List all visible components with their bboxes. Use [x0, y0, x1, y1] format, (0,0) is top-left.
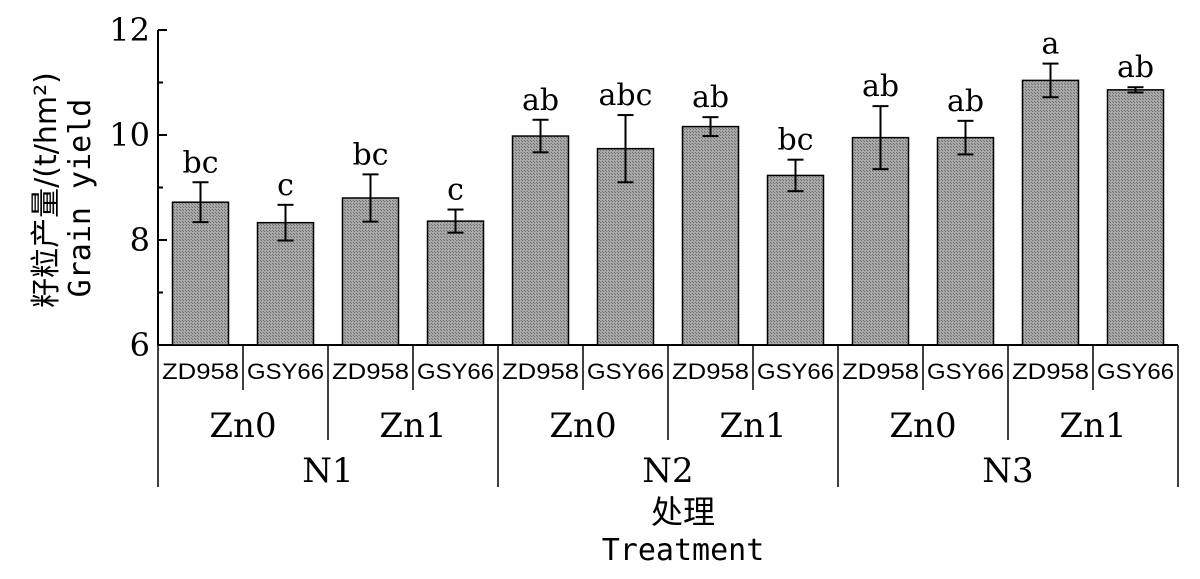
bar: [851, 136, 910, 346]
bars: bc c bc c ab abc ab bc ab ab a ab: [171, 27, 1165, 346]
category-label: GSY66: [1097, 359, 1174, 384]
significance-label: ab: [862, 69, 899, 104]
category-label: ZD958: [842, 359, 919, 384]
significance-label: ab: [947, 84, 984, 119]
significance-label: bc: [352, 137, 388, 172]
error-bar: [872, 105, 889, 171]
zn-group-label: Zn0: [209, 406, 276, 446]
y-axis-label-cn: 籽粒产量/(t/hm²): [29, 72, 64, 308]
bar: [1106, 89, 1165, 346]
significance-label: ab: [1117, 50, 1154, 85]
y-tick-label: 12: [109, 11, 150, 49]
bar: [256, 221, 315, 346]
significance-label: ab: [522, 83, 559, 118]
significance-label: bc: [777, 123, 813, 158]
category-label: GSY66: [247, 359, 324, 384]
x-axis-label-cn: 处理: [651, 493, 715, 531]
category-label: GSY66: [587, 359, 664, 384]
significance-label: c: [447, 173, 464, 208]
zn-group-label: Zn1: [379, 406, 446, 446]
significance-label: ab: [692, 80, 729, 115]
bar: [936, 136, 995, 346]
error-bar: [702, 116, 719, 138]
error-bar: [617, 114, 634, 184]
category-label: GSY66: [417, 359, 494, 384]
y-tick-label: 6: [130, 326, 150, 364]
n-group-label: N2: [642, 451, 693, 491]
error-bar: [532, 118, 549, 154]
zn-group-label: Zn0: [549, 406, 616, 446]
error-bar: [1127, 86, 1144, 94]
zn-group-label: Zn1: [719, 406, 786, 446]
category-label: ZD958: [672, 359, 749, 384]
category-label: GSY66: [757, 359, 834, 384]
error-bar: [957, 119, 974, 156]
n-group-label: N3: [982, 451, 1033, 491]
n-group-label: N1: [302, 451, 353, 491]
y-tick-label: 10: [109, 116, 150, 154]
error-bar: [277, 203, 294, 242]
category-label: ZD958: [162, 359, 239, 384]
category-label: ZD958: [332, 359, 409, 384]
category-label: ZD958: [502, 359, 579, 384]
bar: [426, 220, 485, 346]
bar: [681, 125, 740, 346]
y-axis-label: 籽粒产量/(t/hm²) Grain yield: [29, 72, 98, 308]
error-bar: [787, 158, 804, 193]
error-bar: [362, 173, 379, 223]
bar: [511, 135, 570, 346]
y-axis-label-en: Grain yield: [63, 99, 98, 298]
bar: [766, 174, 825, 346]
significance-label: bc: [182, 145, 218, 180]
category-label: ZD958: [1012, 359, 1089, 384]
y-tick-label: 8: [130, 221, 150, 259]
significance-label: abc: [599, 78, 653, 113]
bar: [171, 201, 230, 346]
bar: [1021, 79, 1080, 346]
significance-label: c: [277, 168, 294, 203]
significance-label: a: [1042, 27, 1060, 62]
category-labels: ZD958 GSY66 ZD958 GSY66 ZD958 GSY66 ZD958 GSY66…: [157, 345, 1179, 491]
category-label: GSY66: [927, 359, 1004, 384]
x-axis-label-en: Treatment: [602, 533, 765, 568]
error-bar: [447, 208, 464, 234]
error-bar: [192, 181, 209, 224]
error-bar: [1042, 62, 1059, 99]
zn-group-label: Zn1: [1059, 406, 1126, 446]
zn-group-label: Zn0: [889, 406, 956, 446]
